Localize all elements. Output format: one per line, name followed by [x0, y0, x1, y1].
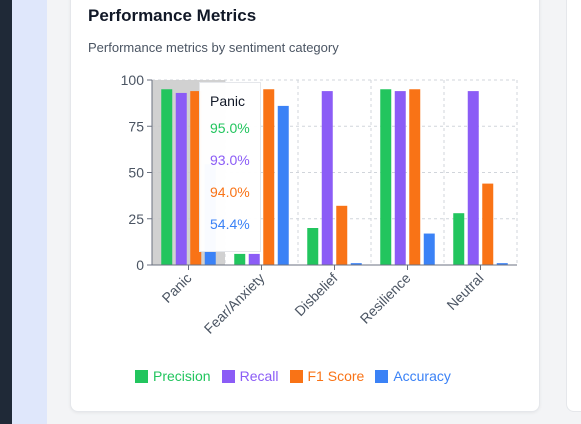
bar-precision-fear-anxiety[interactable] [234, 253, 246, 265]
x-tick-label: Resilience [357, 270, 414, 327]
card-title: Performance Metrics [88, 6, 257, 25]
legend-swatch [221, 369, 235, 383]
legend-item-f1-score[interactable]: F1 Score [289, 368, 365, 384]
y-tick-label: 25 [128, 211, 144, 227]
tooltip-value: 95.0% [210, 120, 250, 136]
bar-f1-score-fear-anxiety[interactable] [263, 89, 275, 265]
legend-swatch [289, 369, 303, 383]
bar-recall-panic[interactable] [175, 92, 187, 265]
chart-legend[interactable]: Precision Recall F1 Score Accuracy [135, 368, 451, 384]
bar-accuracy-fear-anxiety[interactable] [277, 105, 289, 266]
card-subtitle: Performance metrics by sentiment categor… [88, 40, 339, 55]
sidebar-edge [0, 0, 12, 424]
bar-f1-score-neutral[interactable] [482, 183, 494, 265]
bar-accuracy-disbelief[interactable] [350, 263, 362, 265]
x-tick-label: Neutral [443, 270, 486, 313]
y-tick-label: 50 [128, 165, 144, 181]
bar-f1-score-resilience[interactable] [409, 89, 421, 265]
tooltip-value: 54.4% [210, 216, 250, 232]
legend-item-accuracy[interactable]: Accuracy [375, 368, 451, 384]
bar-precision-panic[interactable] [161, 89, 173, 265]
y-tick-label: 75 [128, 118, 144, 134]
bar-accuracy-resilience[interactable] [423, 233, 435, 265]
bar-accuracy-neutral[interactable] [496, 263, 508, 265]
bar-precision-neutral[interactable] [453, 213, 465, 265]
legend-label: Recall [239, 368, 279, 384]
legend-item-precision[interactable]: Precision [135, 368, 211, 384]
legend-label: F1 Score [307, 368, 365, 384]
sidebar-accent [12, 0, 47, 424]
legend-label: Accuracy [393, 368, 451, 384]
bar-precision-resilience[interactable] [380, 89, 392, 265]
tooltip-value: 93.0% [210, 152, 250, 168]
bar-f1-score-disbelief[interactable] [336, 205, 348, 265]
tooltip-value: 94.0% [210, 184, 250, 200]
x-tick-label: Fear/Anxiety [201, 270, 268, 337]
x-tick-label: Disbelief [291, 270, 340, 319]
x-tick-label: Panic [159, 270, 195, 306]
bar-recall-disbelief[interactable] [321, 91, 333, 265]
bar-recall-neutral[interactable] [467, 91, 479, 265]
legend-swatch [375, 369, 389, 383]
bar-precision-disbelief[interactable] [307, 228, 319, 265]
legend-label: Precision [153, 368, 211, 384]
y-tick-label: 100 [121, 72, 145, 88]
legend-swatch [135, 369, 148, 383]
y-tick-label: 0 [136, 257, 144, 273]
bar-recall-resilience[interactable] [394, 91, 406, 265]
bar-f1-score-panic[interactable] [190, 91, 202, 265]
adjacent-card [566, 0, 581, 412]
chart-tooltip: Panic 95.0% 93.0% 94.0% 54.4% [199, 82, 261, 252]
bar-recall-fear-anxiety[interactable] [248, 253, 260, 265]
legend-item-recall[interactable]: Recall [221, 368, 279, 384]
performance-metrics-card [70, 0, 540, 412]
tooltip-title: Panic [210, 93, 246, 109]
